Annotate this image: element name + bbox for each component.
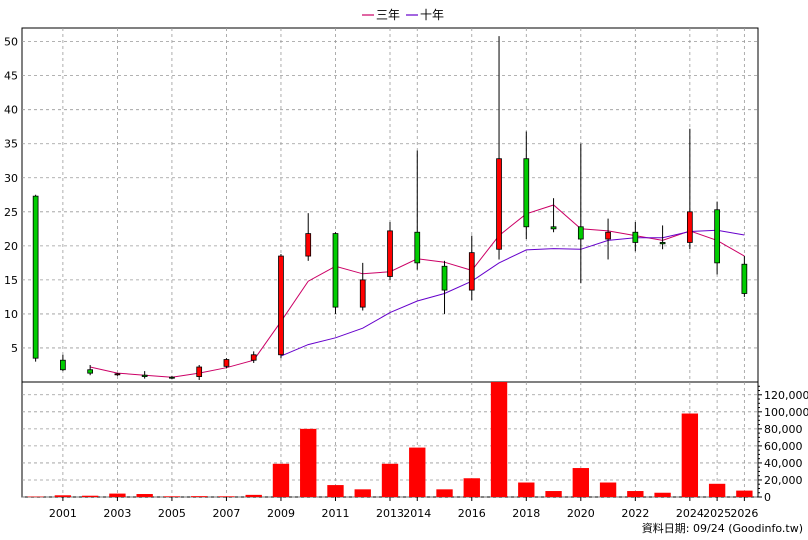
legend: 三年 十年 (362, 8, 444, 22)
x-tick-label: 2009 (267, 507, 295, 520)
candle-body (605, 231, 611, 240)
volume-bar (409, 447, 426, 497)
candle-body (305, 233, 312, 257)
volume-bar (518, 482, 535, 497)
ten-year-ma-line (280, 229, 745, 357)
volume-bar (490, 382, 508, 497)
volume-bar (163, 496, 181, 497)
x-tick-label: 2020 (567, 507, 595, 520)
x-tick-label: 2011 (321, 507, 349, 520)
x-tick-label: 2014 (403, 507, 431, 520)
price-y-tick-label: 5 (11, 342, 18, 355)
volume-y-tick-label: 20,000 (764, 474, 803, 487)
candle-body (60, 359, 66, 371)
candle-body (714, 209, 720, 264)
volume-y-tick-label: 40,000 (764, 457, 803, 470)
volume-bar (191, 496, 208, 497)
x-tick-label: 2026 (730, 507, 758, 520)
volume-bar (300, 428, 317, 497)
candle-body (87, 369, 94, 374)
data-date-footer: 資料日期: 09/24 (Goodinfo.tw) (642, 521, 803, 535)
volume-bar (627, 491, 644, 497)
candle-body (32, 195, 39, 359)
x-axis: 2001 2003 2005 2007 2009 2011 2013 2014 2016 2018… (49, 497, 758, 520)
candle-body (223, 359, 230, 367)
x-tick-label: 2001 (49, 507, 77, 520)
price-y-tick-label: 10 (4, 308, 18, 321)
x-tick-label: 2016 (458, 507, 486, 520)
price-y-tick-label: 45 (4, 70, 18, 83)
volume-bar (736, 490, 753, 497)
candle-body (114, 373, 121, 376)
candle-body (496, 158, 502, 250)
volume-bar (27, 496, 44, 498)
candle-body (686, 211, 693, 243)
x-tick-label: 2007 (212, 507, 240, 520)
volume-bar (654, 492, 671, 497)
volume-bar (354, 489, 371, 497)
volume-bar (272, 463, 290, 497)
volume-bar (572, 468, 589, 497)
candle-body (169, 376, 175, 379)
volume-bar (218, 496, 235, 497)
candle-body (332, 233, 339, 308)
volume-bar (708, 483, 726, 497)
volume-y-tick-label: 60,000 (764, 440, 803, 453)
x-tick-label: 2003 (103, 507, 131, 520)
volume-bar (109, 493, 126, 497)
price-y-tick-label: 30 (4, 172, 18, 185)
candle-body (659, 242, 666, 245)
candle-body (550, 226, 557, 230)
volume-bar (681, 413, 699, 497)
volume-bar (327, 485, 344, 497)
candle-body (632, 231, 639, 243)
volume-y-tick-label: 100,000 (764, 406, 808, 419)
legend-label-three-year: 三年 (376, 8, 400, 22)
candle-body (523, 158, 530, 228)
candle-body (441, 265, 448, 291)
volume-panel: 0 20,000 40,000 60,000 80,000 100,000 120,000 (21, 381, 808, 504)
legend-label-ten-year: 十年 (420, 8, 444, 22)
price-y-tick-label: 25 (4, 206, 18, 219)
price-y-tick-label: 15 (4, 274, 18, 287)
price-y-tick-label: 50 (4, 36, 18, 49)
candle-body (414, 231, 421, 264)
candle-body (741, 263, 748, 294)
candle-body (387, 230, 393, 277)
price-panel: 5 10 15 20 25 30 35 40 45 50 (4, 27, 759, 383)
price-y-tick-label: 35 (4, 138, 18, 151)
candle-body (468, 252, 475, 291)
candle-body (196, 366, 203, 377)
x-tick-label: 2013 (376, 507, 404, 520)
x-tick-label: 2025 (703, 507, 731, 520)
candle-body (141, 374, 148, 377)
volume-bar (81, 495, 99, 497)
volume-bar (381, 463, 399, 497)
volume-y-tick-label: 80,000 (764, 423, 803, 436)
volume-y-tick-label: 120,000 (764, 389, 808, 402)
volume-bar (436, 489, 453, 497)
volume-bar (245, 494, 262, 497)
volume-bar (136, 494, 153, 497)
candle-body (577, 226, 584, 240)
volume-bar (54, 495, 72, 497)
x-tick-label: 2005 (158, 507, 186, 520)
candle-body (278, 255, 284, 356)
x-tick-label: 2024 (676, 507, 704, 520)
volume-bar (545, 491, 562, 497)
volume-y-tick-label: 0 (764, 491, 771, 504)
candle-body (250, 354, 257, 361)
volume-bar (599, 482, 617, 497)
x-tick-label: 2022 (621, 507, 649, 520)
price-y-tick-label: 20 (4, 240, 18, 253)
candle-body (359, 279, 366, 308)
price-y-tick-label: 40 (4, 104, 18, 117)
x-tick-label: 2018 (512, 507, 540, 520)
volume-bar (463, 478, 480, 497)
